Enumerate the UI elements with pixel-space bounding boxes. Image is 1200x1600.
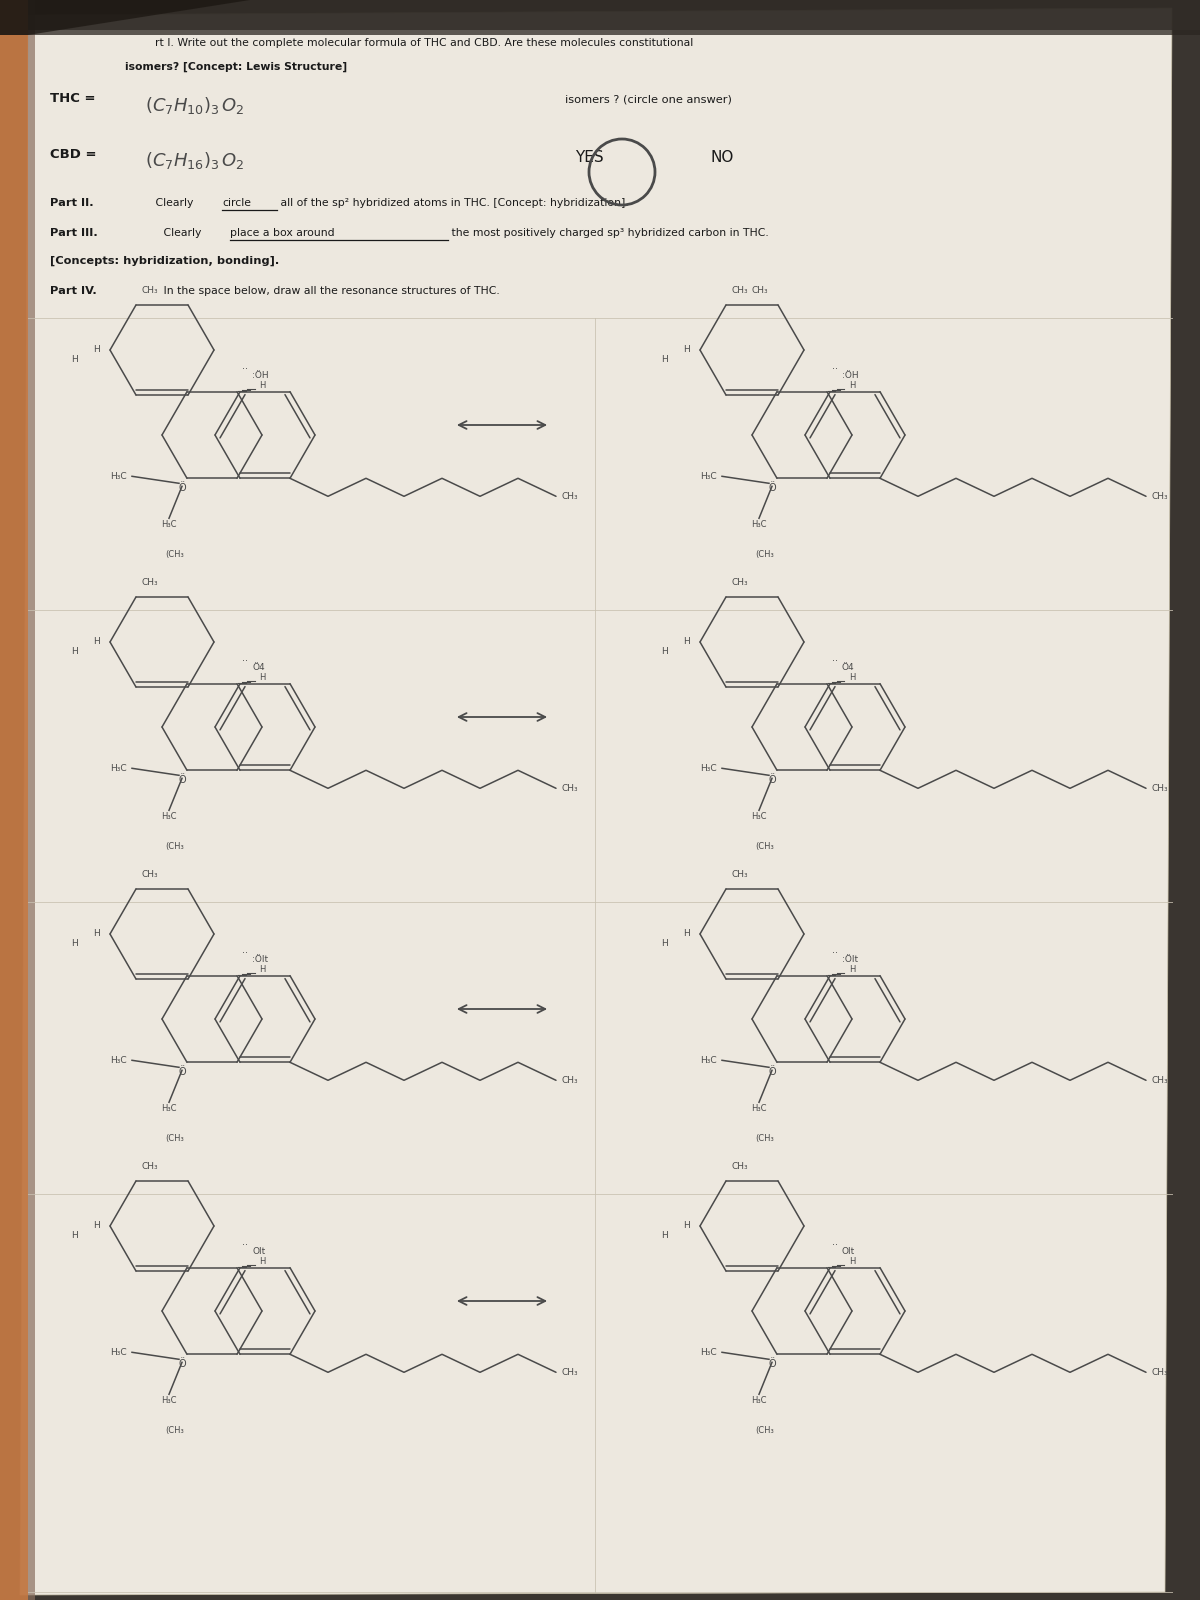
Text: CH₃: CH₃	[1151, 784, 1168, 794]
Text: $\mathit{(C_7H_{10})_3\,O_2}$: $\mathit{(C_7H_{10})_3\,O_2}$	[145, 94, 245, 117]
Text: [Concepts: hybridization, bonding].: [Concepts: hybridization, bonding].	[50, 256, 280, 266]
Text: the most positively charged sp³ hybridized carbon in THC.: the most positively charged sp³ hybridiz…	[448, 227, 769, 238]
Text: (CH₃: (CH₃	[756, 842, 774, 851]
Text: ··: ··	[242, 1240, 248, 1250]
Text: (CH₃: (CH₃	[756, 1134, 774, 1144]
Text: Ö: Ö	[178, 1360, 186, 1370]
Text: Part II.: Part II.	[50, 198, 94, 208]
Text: Clearly: Clearly	[160, 227, 205, 238]
Text: CH₃: CH₃	[1151, 1075, 1168, 1085]
Text: (CH₃: (CH₃	[166, 550, 185, 560]
Text: ··: ··	[242, 947, 248, 958]
Text: Ö4: Ö4	[252, 662, 265, 672]
Text: H₃C: H₃C	[701, 472, 718, 482]
Text: H: H	[72, 648, 78, 656]
Text: (CH₃: (CH₃	[756, 550, 774, 560]
Text: H: H	[683, 930, 690, 939]
Text: OIt: OIt	[842, 1246, 856, 1256]
Text: H₃C: H₃C	[751, 1104, 767, 1114]
Text: rt I. Write out the complete molecular formula of THC and CBD. Are these molecul: rt I. Write out the complete molecular f…	[155, 38, 694, 48]
Text: H: H	[94, 930, 100, 939]
Text: H: H	[661, 939, 668, 949]
Text: Part III.: Part III.	[50, 227, 97, 238]
Text: ··: ··	[242, 656, 248, 666]
Text: H: H	[683, 346, 690, 355]
Text: H: H	[259, 674, 265, 682]
Text: H: H	[683, 637, 690, 646]
FancyBboxPatch shape	[0, 0, 1200, 35]
Text: THC =: THC =	[50, 91, 96, 106]
Text: :ÖH: :ÖH	[252, 371, 269, 379]
Text: isomers ? (circle one answer): isomers ? (circle one answer)	[565, 94, 732, 106]
Text: CH₃: CH₃	[731, 578, 748, 587]
Text: ··: ··	[832, 656, 838, 666]
Polygon shape	[0, 0, 250, 35]
Text: Part IV.: Part IV.	[50, 286, 97, 296]
FancyBboxPatch shape	[0, 0, 1200, 30]
Text: CH₃: CH₃	[142, 286, 157, 294]
Text: (CH₃: (CH₃	[166, 1426, 185, 1435]
Text: H: H	[850, 381, 856, 390]
Text: Ö: Ö	[768, 1067, 776, 1077]
Polygon shape	[20, 8, 1172, 1595]
Text: CH₃: CH₃	[1151, 491, 1168, 501]
Text: CH₃: CH₃	[751, 286, 768, 294]
Text: H₃C: H₃C	[161, 1104, 176, 1114]
Text: ··: ··	[242, 363, 248, 374]
Text: H: H	[94, 346, 100, 355]
Text: Ö: Ö	[768, 776, 776, 786]
Text: H: H	[661, 648, 668, 656]
Text: CH₃: CH₃	[731, 286, 748, 294]
Text: H: H	[72, 1232, 78, 1240]
Text: CH₃: CH₃	[1151, 1368, 1168, 1378]
Text: CH₃: CH₃	[562, 1075, 577, 1085]
Text: H₃C: H₃C	[751, 1397, 767, 1405]
Text: all of the sp² hybridized atoms in THC. [Concept: hybridization].: all of the sp² hybridized atoms in THC. …	[277, 198, 629, 208]
Text: CH₃: CH₃	[562, 491, 577, 501]
Text: H: H	[259, 381, 265, 390]
Text: Clearly: Clearly	[152, 198, 197, 208]
Text: YES: YES	[575, 150, 604, 165]
Text: H: H	[94, 1221, 100, 1230]
Text: CH₃: CH₃	[731, 870, 748, 878]
Text: CBD =: CBD =	[50, 149, 96, 162]
Text: Ö4: Ö4	[842, 662, 854, 672]
Text: H₃C: H₃C	[701, 763, 718, 773]
Text: Ö: Ö	[178, 1067, 186, 1077]
Text: ··: ··	[832, 1240, 838, 1250]
Text: CH₃: CH₃	[562, 784, 577, 794]
Text: In the space below, draw all the resonance structures of THC.: In the space below, draw all the resonan…	[160, 286, 499, 296]
Text: H₃C: H₃C	[161, 520, 176, 530]
Text: :ÖIt: :ÖIt	[842, 955, 858, 963]
Text: isomers? [Concept: Lewis Structure]: isomers? [Concept: Lewis Structure]	[125, 62, 347, 72]
Text: $\mathit{(C_7H_{16})_3\,O_2}$: $\mathit{(C_7H_{16})_3\,O_2}$	[145, 150, 245, 171]
Text: H₃C: H₃C	[161, 1397, 176, 1405]
Text: H₃C: H₃C	[110, 1347, 127, 1357]
Text: H₃C: H₃C	[701, 1056, 718, 1066]
Text: CH₃: CH₃	[562, 1368, 577, 1378]
Text: H: H	[661, 1232, 668, 1240]
Text: Ö: Ö	[768, 483, 776, 493]
Text: (CH₃: (CH₃	[756, 1426, 774, 1435]
Text: (CH₃: (CH₃	[166, 842, 185, 851]
Text: H: H	[850, 1258, 856, 1266]
Text: H₃C: H₃C	[701, 1347, 718, 1357]
Text: H₃C: H₃C	[751, 813, 767, 821]
FancyBboxPatch shape	[0, 0, 35, 1600]
Text: CH₃: CH₃	[142, 1162, 157, 1171]
Text: :ÖIt: :ÖIt	[252, 955, 268, 963]
Text: H: H	[72, 939, 78, 949]
Text: H: H	[259, 1258, 265, 1266]
Text: place a box around: place a box around	[230, 227, 335, 238]
Text: H₃C: H₃C	[110, 763, 127, 773]
Text: :ÖH: :ÖH	[842, 371, 859, 379]
Text: (CH₃: (CH₃	[166, 1134, 185, 1144]
Text: H: H	[94, 637, 100, 646]
Text: H: H	[259, 965, 265, 974]
Text: circle: circle	[222, 198, 251, 208]
Text: Ö: Ö	[768, 1360, 776, 1370]
Text: Ö: Ö	[178, 483, 186, 493]
Text: OIt: OIt	[252, 1246, 265, 1256]
Text: H₃C: H₃C	[751, 520, 767, 530]
